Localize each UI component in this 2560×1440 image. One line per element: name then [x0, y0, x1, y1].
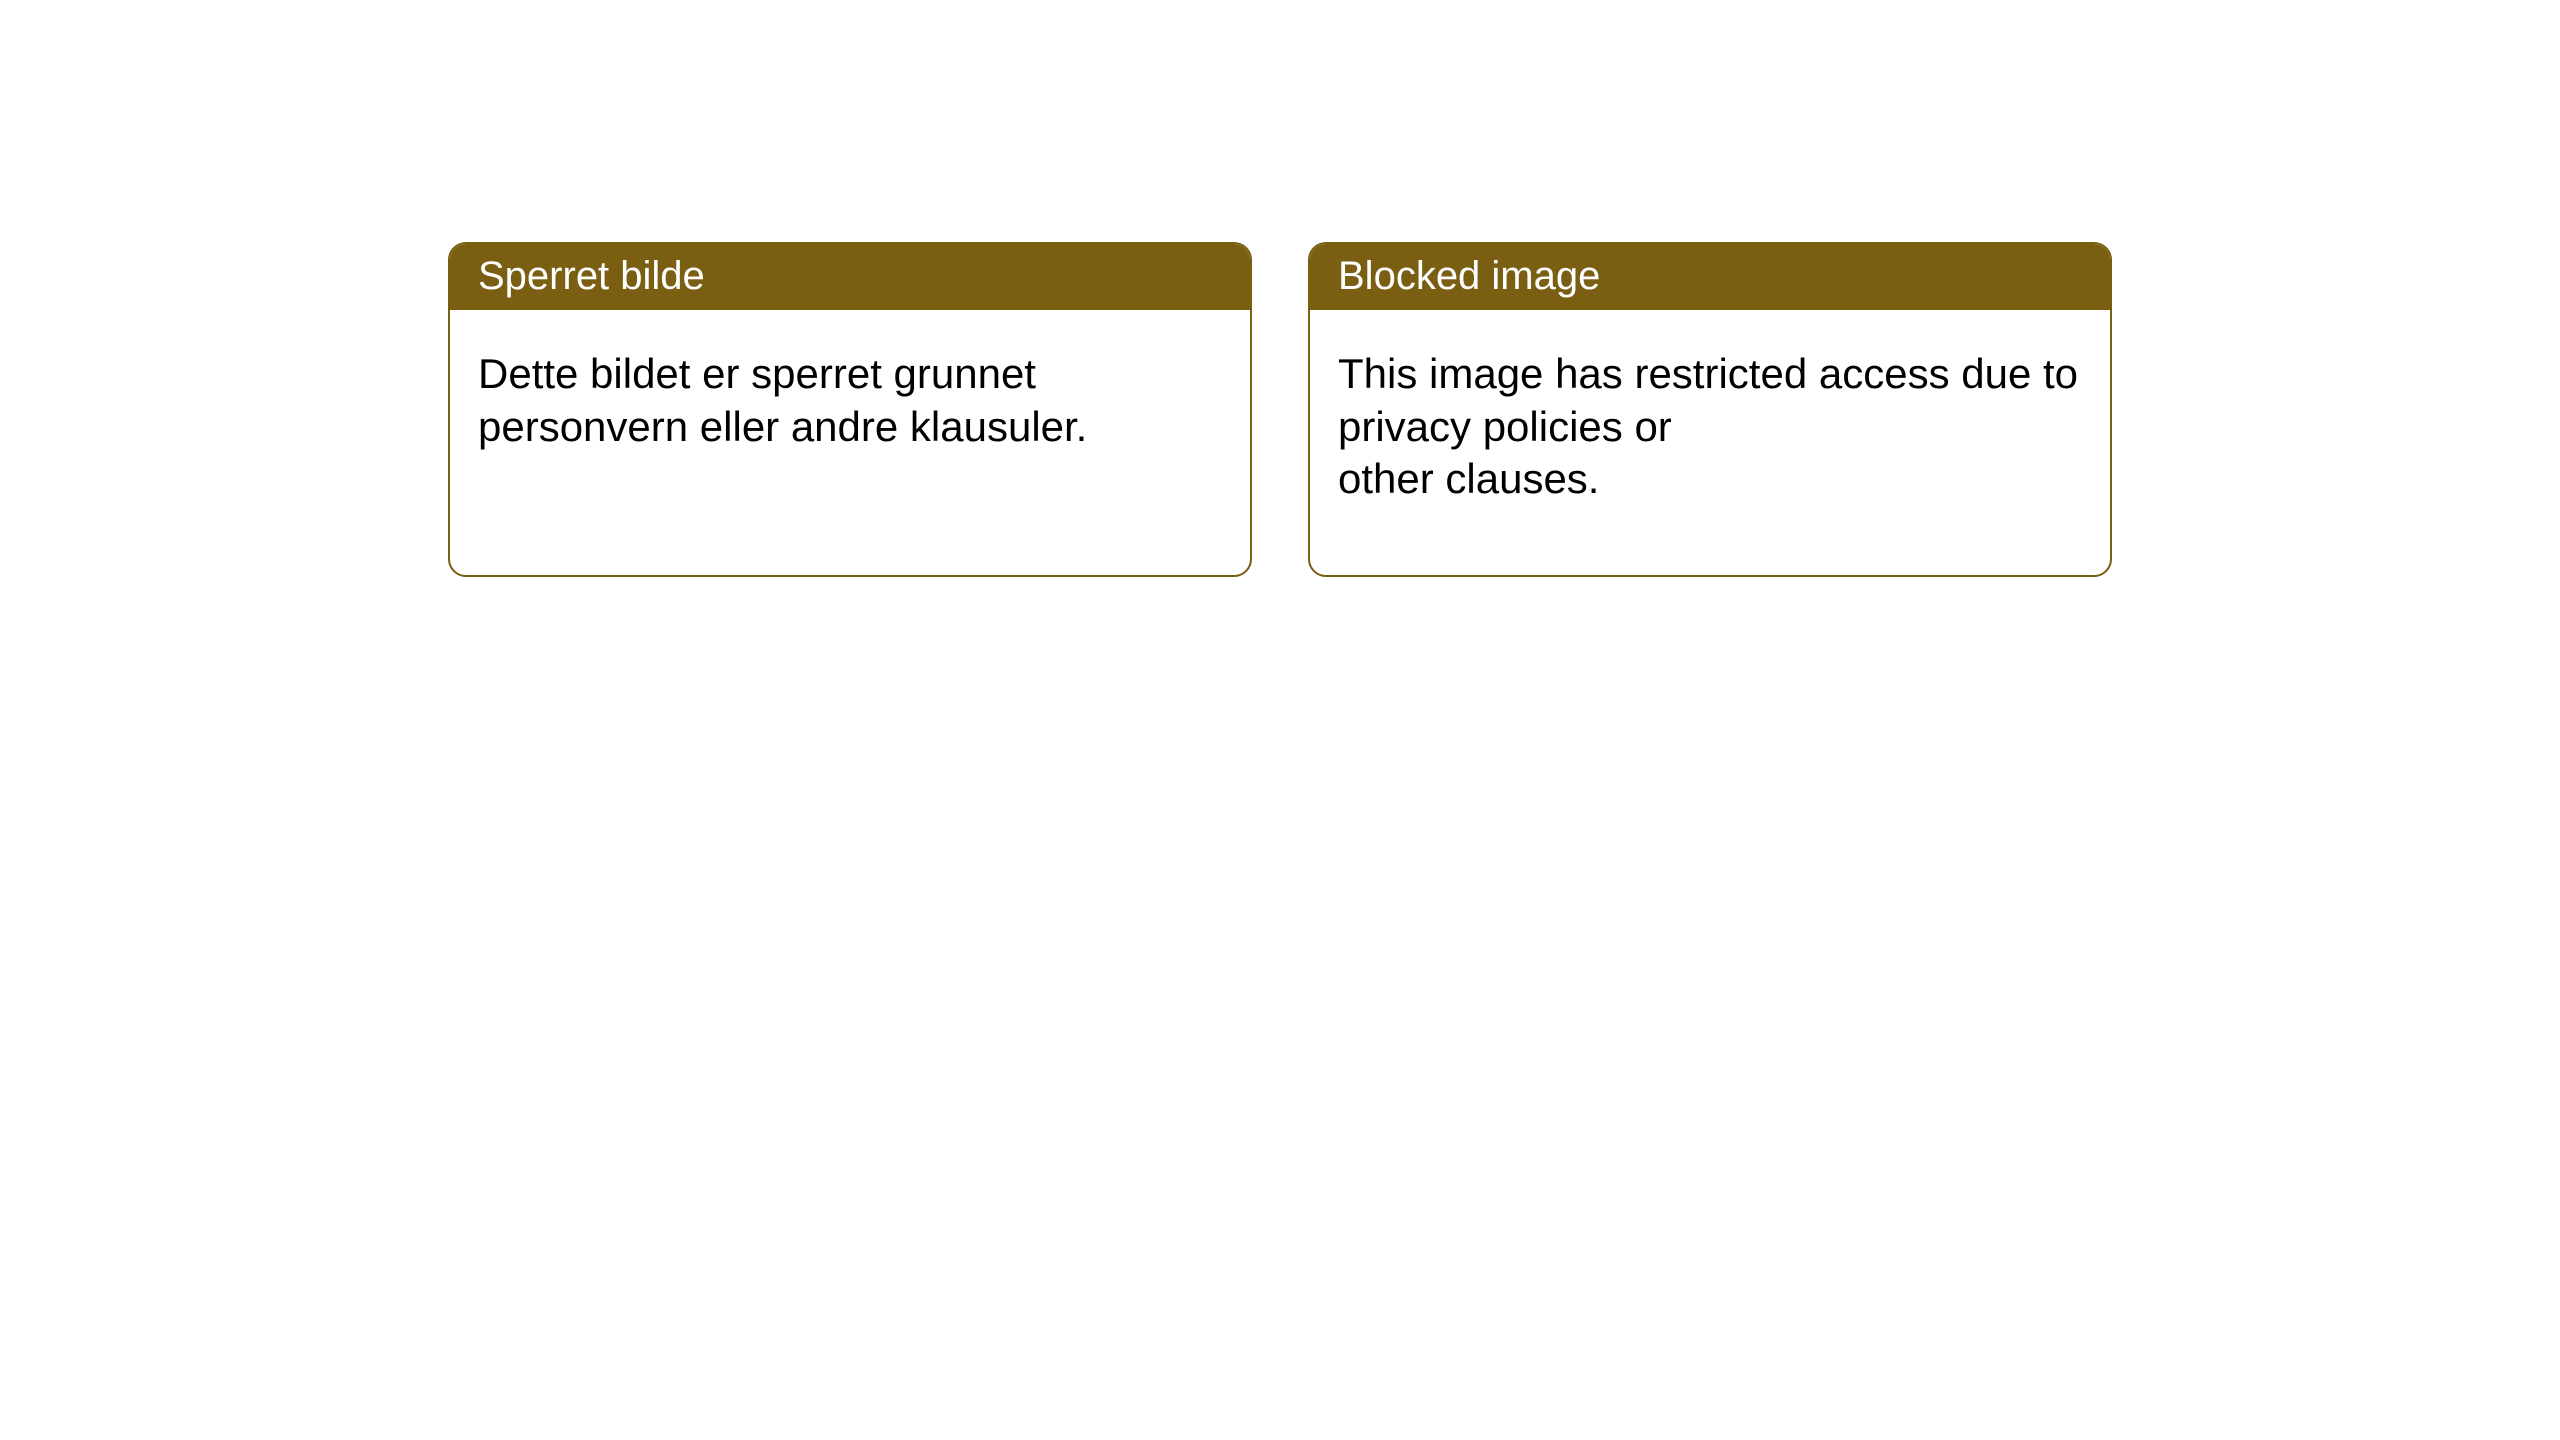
notice-body: Dette bildet er sperret grunnet personve… — [450, 310, 1250, 481]
notice-header: Sperret bilde — [450, 244, 1250, 310]
notice-container: Sperret bilde Dette bildet er sperret gr… — [0, 0, 2560, 577]
notice-card-english: Blocked image This image has restricted … — [1308, 242, 2112, 577]
notice-header: Blocked image — [1310, 244, 2110, 310]
notice-body: This image has restricted access due to … — [1310, 310, 2110, 534]
notice-card-norwegian: Sperret bilde Dette bildet er sperret gr… — [448, 242, 1252, 577]
